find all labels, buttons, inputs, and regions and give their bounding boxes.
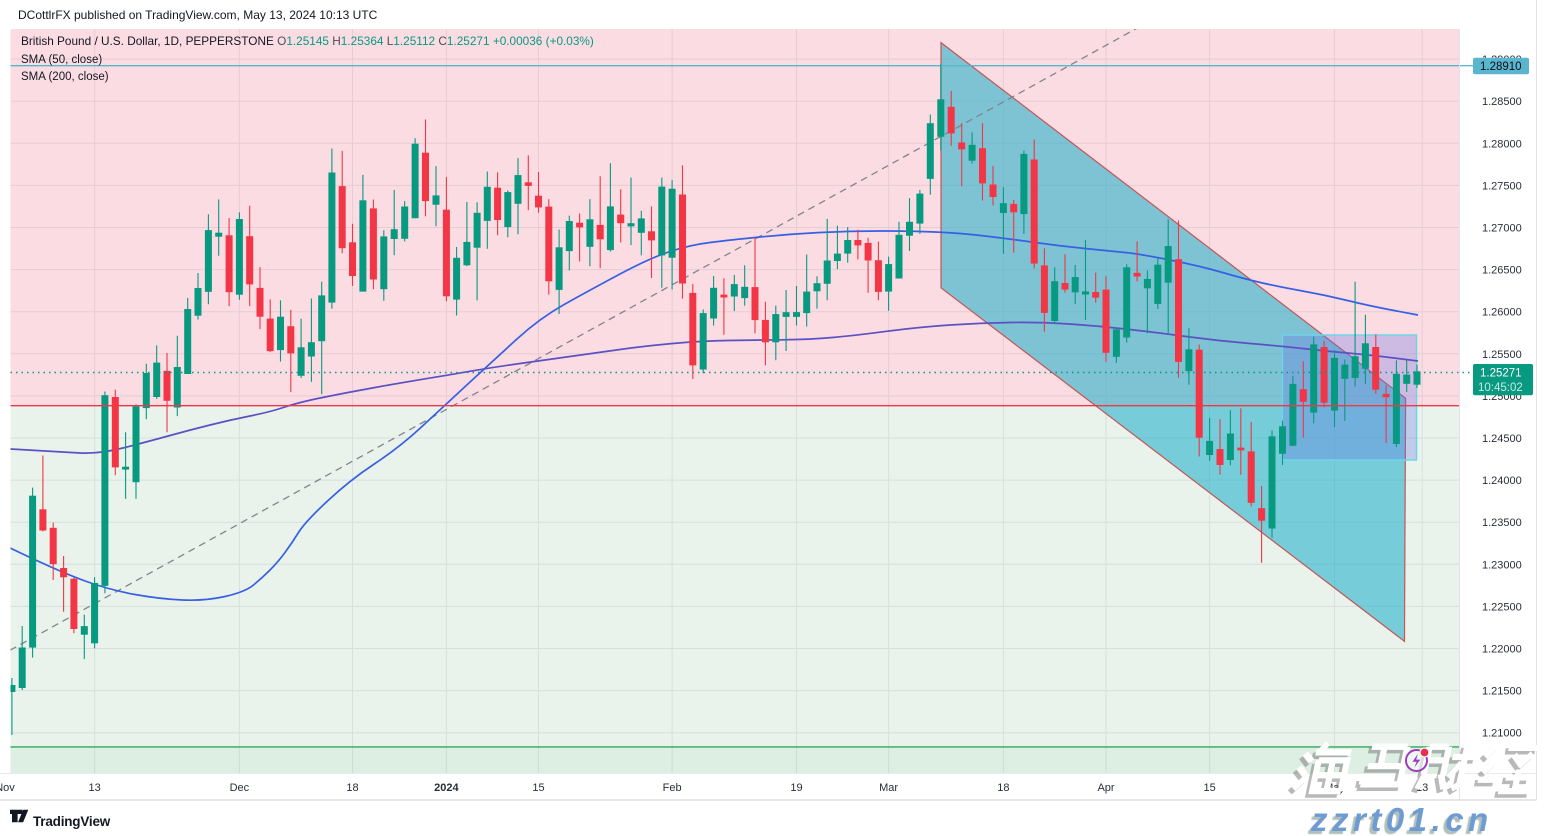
svg-text:1.22500: 1.22500 — [1482, 601, 1522, 613]
svg-text:1.28000: 1.28000 — [1482, 138, 1522, 150]
svg-text:Nov: Nov — [0, 782, 15, 794]
svg-text:19: 19 — [790, 782, 802, 794]
svg-text:Dec: Dec — [230, 782, 250, 794]
svg-text:1.25271: 1.25271 — [1480, 368, 1522, 380]
svg-text:1.22000: 1.22000 — [1482, 644, 1522, 656]
svg-text:British Pound / U.S. Dollar, 1: British Pound / U.S. Dollar, 1D, PEPPERS… — [21, 34, 594, 48]
svg-text:15: 15 — [532, 782, 544, 794]
svg-text:Mar: Mar — [879, 782, 898, 794]
svg-text:10:45:02: 10:45:02 — [1478, 382, 1523, 394]
svg-text:Feb: Feb — [663, 782, 682, 794]
svg-text:1.21500: 1.21500 — [1482, 686, 1522, 698]
svg-text:SMA (50, close): SMA (50, close) — [21, 54, 102, 66]
svg-text:15: 15 — [1203, 782, 1215, 794]
svg-text:1.23500: 1.23500 — [1482, 517, 1522, 529]
svg-text:1.27000: 1.27000 — [1482, 223, 1522, 235]
svg-text:1.24500: 1.24500 — [1482, 433, 1522, 445]
svg-text:13: 13 — [88, 782, 100, 794]
svg-text:1.27500: 1.27500 — [1482, 180, 1522, 192]
svg-text:zzrt01.cn: zzrt01.cn — [1310, 801, 1493, 836]
svg-text:1.26500: 1.26500 — [1482, 265, 1522, 277]
svg-text:1.28500: 1.28500 — [1482, 96, 1522, 108]
svg-text:2024: 2024 — [434, 782, 459, 794]
svg-text:1.21000: 1.21000 — [1482, 728, 1522, 740]
svg-text:TradingView: TradingView — [33, 814, 111, 829]
svg-text:1.25500: 1.25500 — [1482, 349, 1522, 361]
svg-text:1.24000: 1.24000 — [1482, 475, 1522, 487]
svg-text:DCottlrFX published on Trading: DCottlrFX published on TradingView.com, … — [18, 8, 378, 22]
svg-text:SMA (200, close): SMA (200, close) — [21, 71, 109, 83]
svg-text:18: 18 — [997, 782, 1009, 794]
svg-text:1.28910: 1.28910 — [1480, 61, 1522, 73]
svg-text:Apr: Apr — [1097, 782, 1114, 794]
svg-text:18: 18 — [346, 782, 358, 794]
svg-text:1.23000: 1.23000 — [1482, 559, 1522, 571]
svg-text:1.26000: 1.26000 — [1482, 307, 1522, 319]
